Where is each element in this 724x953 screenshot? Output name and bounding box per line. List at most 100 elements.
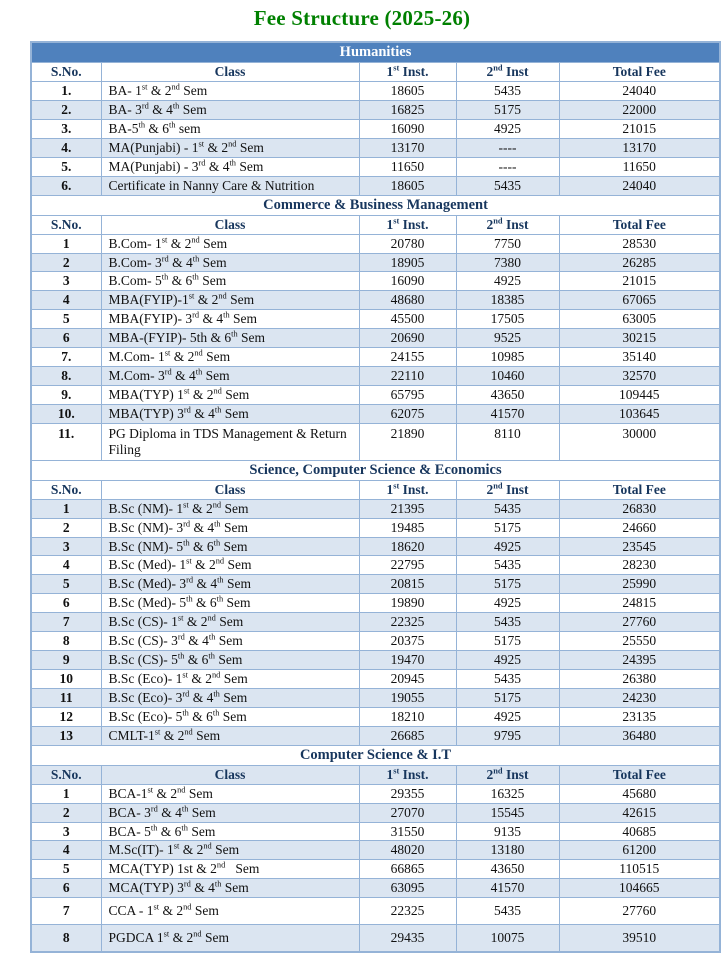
serial-number: 10 [30, 668, 102, 689]
column-header: S.No. [30, 214, 102, 235]
second-installment: 4925 [455, 593, 560, 614]
fee-row: 5 MBA(FYIP)- 3rd & 4th Sem 45500 17505 63005 [30, 309, 721, 330]
first-installment: 22110 [358, 366, 457, 386]
serial-number: 7 [30, 897, 102, 926]
total-fee: 25550 [558, 631, 721, 652]
class-name: B.Sc (Med)- 3rd & 4th Sem [100, 574, 360, 595]
section-title: Commerce & Business Management [30, 194, 721, 216]
class-name: CMLT-1st & 2nd Sem [100, 725, 360, 746]
column-header: S.No. [30, 62, 102, 83]
second-installment: 5435 [455, 498, 560, 519]
first-installment: 18905 [358, 252, 457, 273]
second-installment: 41570 [455, 403, 560, 424]
section-title: Computer Science & I.T [30, 744, 721, 766]
fee-row: 4. MA(Punjabi) - 1st & 2nd Sem 13170 ---- 13… [30, 137, 721, 158]
first-installment: 11650 [358, 156, 457, 177]
second-installment: 7750 [455, 233, 560, 254]
serial-number: 6 [30, 593, 102, 614]
first-installment: 18210 [358, 706, 457, 727]
class-name: BCA- 5th & 6th Sem [100, 821, 360, 842]
second-installment: 8110 [455, 422, 560, 461]
second-installment: 5175 [455, 687, 560, 708]
class-name: B.Sc (CS)- 5th & 6th Sem [100, 650, 360, 670]
class-name: B.Sc (NM)- 3rd & 4th Sem [100, 517, 360, 538]
serial-number: 1 [30, 783, 102, 804]
fee-structure-table: Humanities S.No. Class 1st Inst. 2nd Inst Tot… [30, 41, 722, 953]
first-installment: 22795 [358, 555, 457, 576]
fee-row: 5 MCA(TYP) 1st & 2nd Sem 66865 43650 110515 [30, 859, 721, 880]
total-fee: 63005 [558, 309, 721, 330]
second-installment: 4925 [455, 706, 560, 727]
class-name: B.Sc (Eco)- 1st & 2nd Sem [100, 668, 360, 689]
total-fee: 24660 [558, 517, 721, 538]
total-fee: 13170 [558, 137, 721, 158]
fee-row: 7. M.Com- 1st & 2nd Sem 24155 10985 35140 [30, 347, 721, 368]
second-installment: 4925 [455, 118, 560, 139]
serial-number: 1. [30, 81, 102, 101]
fee-row: 4 B.Sc (Med)- 1st & 2nd Sem 22795 5435 28230 [30, 555, 721, 576]
fee-row: 8 B.Sc (CS)- 3rd & 4th Sem 20375 5175 25550 [30, 631, 721, 652]
fee-row: 11 B.Sc (Eco)- 3rd & 4th Sem 19055 5175 2423… [30, 687, 721, 708]
serial-number: 9 [30, 650, 102, 670]
column-header: Class [100, 764, 360, 785]
second-installment: 4925 [455, 271, 560, 292]
total-fee: 28530 [558, 233, 721, 254]
total-fee: 22000 [558, 99, 721, 120]
second-installment: 13180 [455, 840, 560, 861]
total-fee: 110515 [558, 859, 721, 880]
first-installment: 16090 [358, 118, 457, 139]
fee-row: 5 B.Sc (Med)- 3rd & 4th Sem 20815 5175 25990 [30, 574, 721, 595]
fee-row: 11. PG Diploma in TDS Management & Return… [30, 422, 721, 461]
serial-number: 3. [30, 118, 102, 139]
column-header: S.No. [30, 479, 102, 500]
fee-row: 1 B.Com- 1st & 2nd Sem 20780 7750 28530 [30, 233, 721, 254]
column-header: Class [100, 62, 360, 83]
column-header: 2nd Inst [455, 62, 560, 83]
first-installment: 18605 [358, 175, 457, 196]
serial-number: 1 [30, 233, 102, 254]
serial-number: 5 [30, 574, 102, 595]
total-fee: 26285 [558, 252, 721, 273]
total-fee: 25990 [558, 574, 721, 595]
fee-row: 2. BA- 3rd & 4th Sem 16825 5175 22000 [30, 99, 721, 120]
first-installment: 18620 [358, 536, 457, 557]
total-fee: 45680 [558, 783, 721, 804]
first-installment: 21890 [358, 422, 457, 461]
class-name: PGDCA 1st & 2nd Sem [100, 924, 360, 953]
total-fee: 42615 [558, 802, 721, 823]
class-name: MCA(TYP) 1st & 2nd Sem [100, 859, 360, 880]
total-fee: 32570 [558, 366, 721, 386]
serial-number: 2 [30, 252, 102, 273]
total-fee: 30215 [558, 328, 721, 349]
first-installment: 13170 [358, 137, 457, 158]
first-installment: 20945 [358, 668, 457, 689]
second-installment: 9135 [455, 821, 560, 842]
second-installment: 43650 [455, 859, 560, 880]
fee-row: 3 B.Com- 5th & 6th Sem 16090 4925 21015 [30, 271, 721, 292]
section-title: Humanities [30, 41, 721, 64]
serial-number: 4 [30, 840, 102, 861]
column-header: Class [100, 214, 360, 235]
serial-number: 8 [30, 924, 102, 953]
column-header: 1st Inst. [358, 62, 457, 83]
total-fee: 35140 [558, 347, 721, 368]
fee-row: 9. MBA(TYP) 1st & 2nd Sem 65795 43650 109445 [30, 384, 721, 405]
class-name: B.Sc (Med)- 5th & 6th Sem [100, 593, 360, 614]
column-header-row: S.No. Class 1st Inst. 2nd Inst Total Fee [30, 764, 721, 785]
second-installment: 4925 [455, 650, 560, 670]
serial-number: 9. [30, 384, 102, 405]
class-name: M.Sc(IT)- 1st & 2nd Sem [100, 840, 360, 861]
first-installment: 31550 [358, 821, 457, 842]
second-installment: 4925 [455, 536, 560, 557]
second-installment: 7380 [455, 252, 560, 273]
second-installment: 5175 [455, 631, 560, 652]
class-name: MBA(TYP) 1st & 2nd Sem [100, 384, 360, 405]
first-installment: 20815 [358, 574, 457, 595]
column-header: Class [100, 479, 360, 500]
serial-number: 3 [30, 821, 102, 842]
column-header: 2nd Inst [455, 214, 560, 235]
first-installment: 48020 [358, 840, 457, 861]
first-installment: 19890 [358, 593, 457, 614]
second-installment: 10075 [455, 924, 560, 953]
total-fee: 26380 [558, 668, 721, 689]
